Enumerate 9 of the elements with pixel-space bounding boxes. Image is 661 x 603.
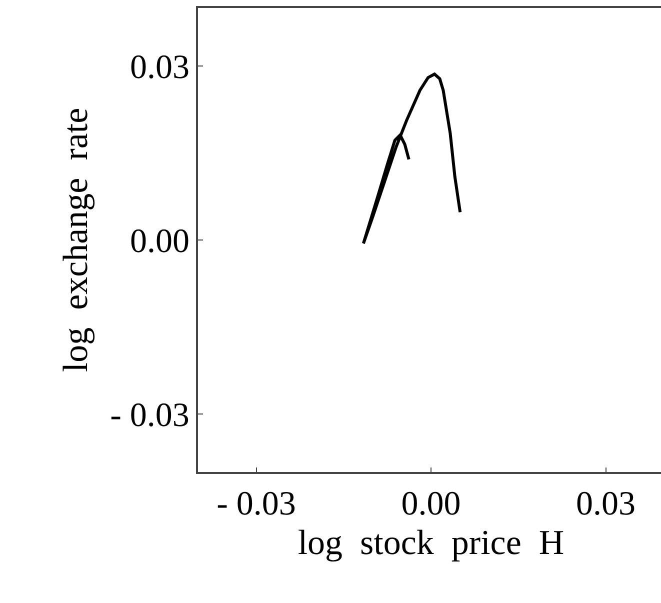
- line-series: [362, 72, 462, 245]
- x-tick-label: 0.00: [401, 486, 461, 523]
- x-axis-title: log stock price H: [298, 523, 564, 562]
- y-tick-label: - 0.03: [110, 396, 190, 434]
- y-tick-label: 0.00: [130, 222, 190, 260]
- y-tick-label: 0.03: [130, 48, 190, 86]
- y-axis-title: log exchange rate: [56, 108, 95, 372]
- x-tick-label: 0.03: [576, 486, 636, 523]
- x-tick-label: - 0.03: [216, 486, 296, 523]
